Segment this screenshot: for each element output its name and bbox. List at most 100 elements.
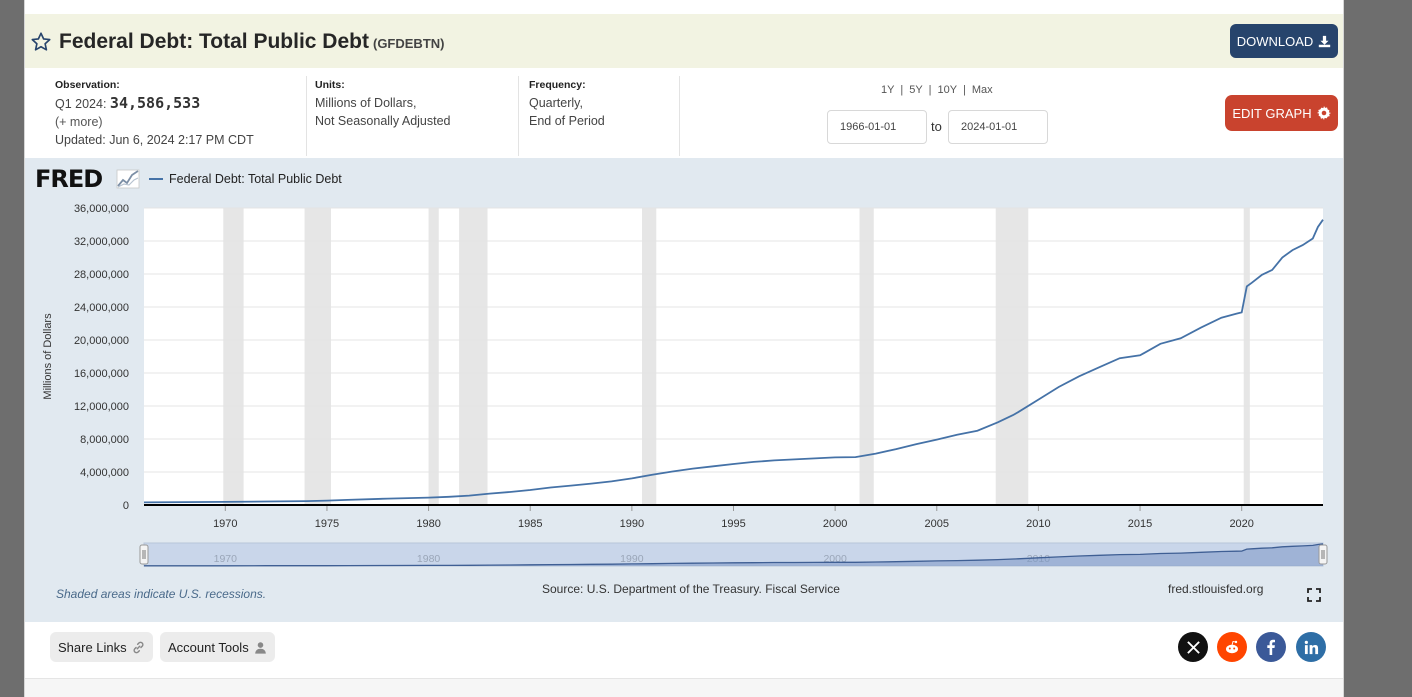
- y-tick-label: 8,000,000: [80, 434, 129, 446]
- y-tick-label: 16,000,000: [74, 368, 129, 380]
- navigator-label: 1990: [620, 553, 644, 565]
- navigator-handle[interactable]: [139, 544, 149, 565]
- frequency-line1: Quarterly,: [529, 96, 583, 110]
- y-tick-label: 36,000,000: [74, 203, 129, 215]
- y-tick-label: 32,000,000: [74, 236, 129, 248]
- fred-logo-graph-icon: [116, 169, 140, 189]
- fred-logo-text: FRED: [35, 165, 102, 193]
- x-tick-label: 2010: [1026, 518, 1050, 530]
- x-tick-label: 2020: [1229, 518, 1253, 530]
- x-tick-label: 1985: [518, 518, 542, 530]
- linkedin-logo-icon: [1304, 640, 1318, 654]
- observation-label: Observation:: [55, 79, 120, 91]
- to-label: to: [931, 119, 942, 134]
- download-button[interactable]: DOWNLOAD: [1230, 24, 1338, 58]
- account-tools-label: Account Tools: [168, 639, 249, 655]
- source-text: Source: U.S. Department of the Treasury.…: [542, 582, 840, 596]
- y-tick-label: 4,000,000: [80, 467, 129, 479]
- recession-band: [1243, 208, 1250, 505]
- fred-logo[interactable]: FRED: [35, 165, 140, 193]
- x-tick-label: 1970: [213, 518, 237, 530]
- edit-graph-button[interactable]: EDIT GRAPH: [1225, 95, 1338, 131]
- download-label: DOWNLOAD: [1236, 33, 1314, 49]
- edit-graph-label: EDIT GRAPH: [1232, 105, 1312, 121]
- share-bar: Share Links Account Tools: [25, 622, 1343, 678]
- account-tools-button[interactable]: Account Tools: [160, 632, 275, 662]
- x-tick-label: 1990: [620, 518, 644, 530]
- range-selector: 1Y | 5Y | 10Y | Max: [881, 84, 993, 96]
- share-links-button[interactable]: Share Links: [50, 632, 153, 662]
- range-1y[interactable]: 1Y: [881, 84, 895, 96]
- range-5y[interactable]: 5Y: [909, 84, 923, 96]
- chart-panel: FRED 0 4,000,000 8,000,000 12,000,000 16,000…: [25, 158, 1343, 622]
- recession-band: [459, 208, 488, 505]
- recession-band: [428, 208, 439, 505]
- y-tick-label: 12,000,000: [74, 401, 129, 413]
- chart[interactable]: FRED 0 4,000,000 8,000,000 12,000,000 16,000…: [25, 158, 1344, 578]
- observation-period: Q1 2024:: [55, 97, 107, 111]
- navigator-label: 1980: [417, 553, 441, 565]
- units-line1: Millions of Dollars,: [315, 96, 417, 110]
- navigator-handle[interactable]: [1318, 544, 1328, 565]
- range-10y[interactable]: 10Y: [937, 84, 957, 96]
- recession-band: [304, 208, 332, 505]
- more-link[interactable]: (+ more): [55, 115, 103, 129]
- start-date-input[interactable]: 1966-01-01: [827, 110, 927, 144]
- star-icon[interactable]: [30, 31, 52, 53]
- y-tick-label: 24,000,000: [74, 302, 129, 314]
- units-label: Units:: [315, 79, 345, 91]
- recession-band: [859, 208, 874, 505]
- recession-band: [995, 208, 1029, 505]
- end-date-input[interactable]: 2024-01-01: [948, 110, 1048, 144]
- download-icon: [1319, 35, 1331, 47]
- range-sep: |: [928, 84, 932, 96]
- linkedin-share-icon[interactable]: [1296, 632, 1326, 662]
- recession-note: Shaded areas indicate U.S. recessions.: [56, 587, 267, 601]
- x-tick-label: 1975: [315, 518, 339, 530]
- facebook-logo-icon: [1267, 639, 1275, 655]
- recession-band: [642, 208, 657, 505]
- series-id: (GFDEBTN): [372, 36, 445, 51]
- x-tick-label: 2000: [823, 518, 847, 530]
- observation-value: 34,586,533: [109, 94, 201, 112]
- legend-item: Federal Debt: Total Public Debt: [169, 172, 342, 186]
- user-icon: [254, 641, 266, 654]
- reddit-share-icon[interactable]: [1217, 632, 1247, 662]
- y-tick-label: 20,000,000: [74, 335, 129, 347]
- units-block: Units: Millions of Dollars, Not Seasonal…: [315, 78, 451, 130]
- frequency-block: Frequency: Quarterly, End of Period: [529, 78, 605, 130]
- y-tick-label: 0: [123, 500, 129, 512]
- x-share-icon[interactable]: [1178, 632, 1208, 662]
- divider: [306, 76, 307, 156]
- fullscreen-icon[interactable]: [1307, 588, 1321, 602]
- series-line: [143, 219, 1324, 504]
- range-sep: |: [962, 84, 966, 96]
- top-strip: [25, 0, 1343, 14]
- gear-icon: [1316, 106, 1331, 120]
- x-tick-label: 2015: [1128, 518, 1152, 530]
- page: Federal Debt: Total Public Debt (GFDEBTN)…: [24, 0, 1344, 697]
- range-max[interactable]: Max: [971, 84, 993, 96]
- divider: [518, 76, 519, 156]
- y-axis-label: Millions of Dollars: [42, 313, 54, 400]
- x-logo-icon: [1186, 640, 1200, 654]
- reddit-logo-icon: [1226, 640, 1238, 654]
- facebook-share-icon[interactable]: [1256, 632, 1286, 662]
- x-tick-label: 2005: [925, 518, 949, 530]
- link-icon: [133, 641, 144, 653]
- page-title: Federal Debt: Total Public Debt (GFDEBTN): [59, 30, 444, 54]
- units-line2: Not Seasonally Adjusted: [315, 114, 451, 128]
- observation-block: Observation: Q1 2024: 34,586,533 (+ more…: [55, 78, 254, 149]
- series-meta: Observation: Q1 2024: 34,586,533 (+ more…: [25, 68, 1343, 158]
- x-tick-label: 1995: [721, 518, 745, 530]
- share-links-label: Share Links: [58, 639, 127, 655]
- x-tick-label: 1980: [416, 518, 440, 530]
- y-tick-label: 28,000,000: [74, 269, 129, 281]
- navigator-line: [144, 543, 1324, 567]
- frequency-label: Frequency:: [529, 79, 586, 91]
- title-bar: Federal Debt: Total Public Debt (GFDEBTN)…: [25, 14, 1343, 68]
- range-sep: |: [900, 84, 904, 96]
- navigator-label: 1970: [214, 553, 238, 565]
- frequency-line2: End of Period: [529, 114, 605, 128]
- site-link[interactable]: fred.stlouisfed.org: [1168, 582, 1264, 596]
